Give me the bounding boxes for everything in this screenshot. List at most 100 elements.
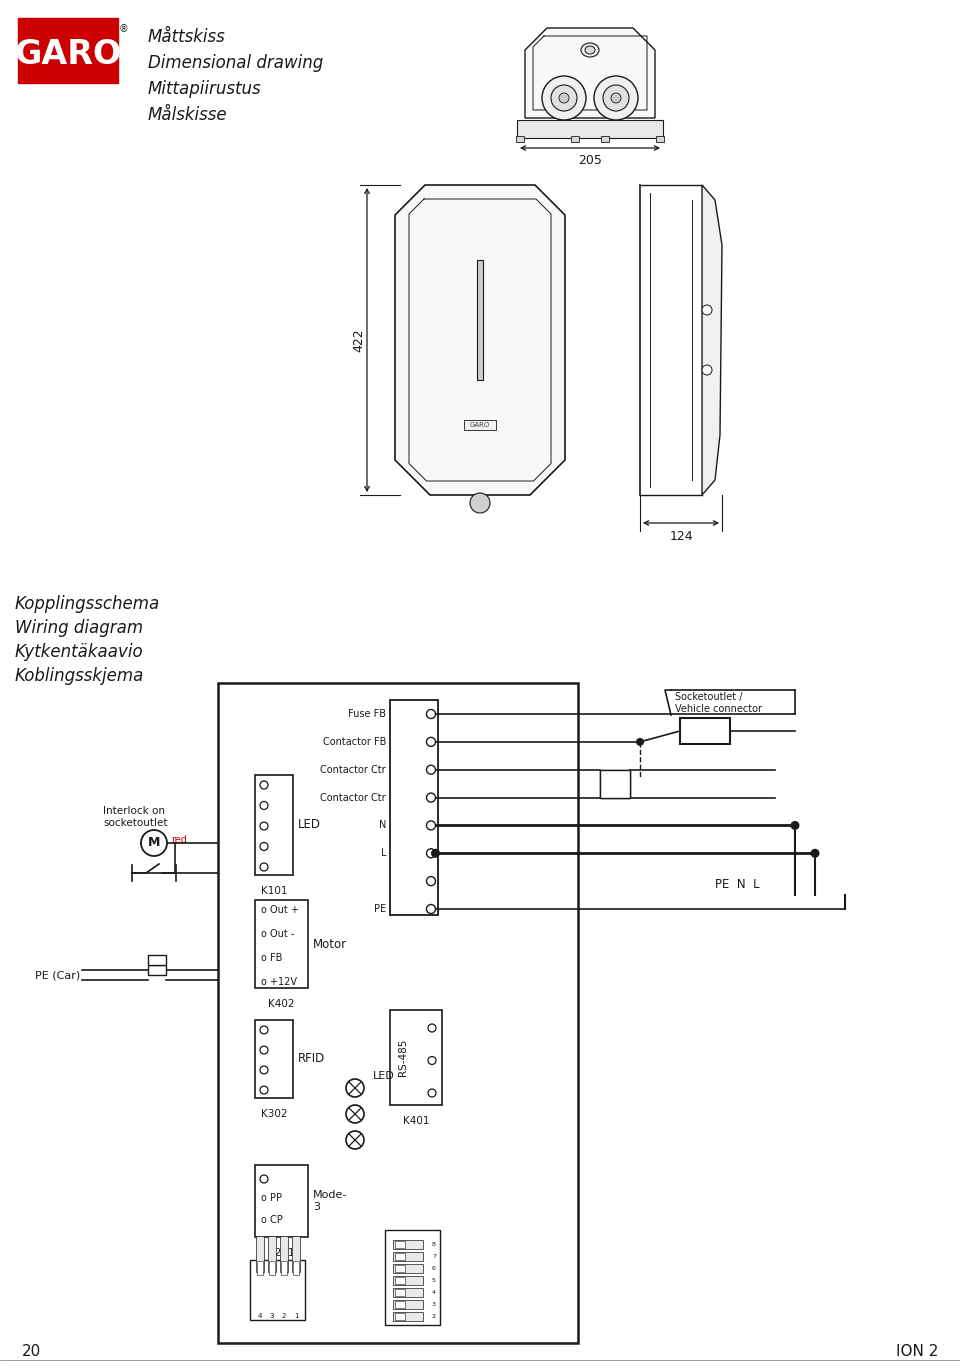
Text: o PP: o PP [261,1194,282,1203]
Text: 20: 20 [22,1345,41,1360]
Text: Mode-
3: Mode- 3 [313,1190,348,1211]
Circle shape [603,85,629,111]
Circle shape [636,738,644,746]
Bar [656,136,664,141]
Bar [517,119,663,139]
Bar [385,1231,440,1325]
Circle shape [346,1078,364,1098]
Text: Mittapiirustus: Mittapiirustus [148,80,262,97]
Text: 124: 124 [669,530,693,542]
Circle shape [260,1026,268,1034]
Text: K302: K302 [261,1109,287,1120]
Text: N: N [378,820,386,830]
Bar [516,136,524,141]
Bar [395,1277,405,1284]
Bar [293,1261,299,1275]
Text: M: M [148,837,160,849]
Circle shape [559,93,569,103]
Bar [268,1236,276,1272]
Bar [281,1261,287,1275]
Ellipse shape [581,43,599,58]
Circle shape [428,1056,436,1065]
Bar [393,1264,423,1273]
Text: 2: 2 [282,1313,286,1318]
Bar [393,1312,423,1321]
Circle shape [426,820,436,830]
Circle shape [611,93,621,103]
Circle shape [426,877,436,886]
Bar [280,1236,288,1272]
Text: 4: 4 [258,1313,262,1318]
Text: PE (Car): PE (Car) [35,970,80,980]
Text: o Out +: o Out + [261,906,299,915]
Text: ION 2: ION 2 [896,1345,938,1360]
Ellipse shape [585,47,595,54]
Circle shape [542,75,586,119]
Text: o +12V: o +12V [261,977,297,986]
Circle shape [790,820,800,830]
Text: GARO: GARO [469,423,491,428]
Text: 422: 422 [352,328,366,351]
Circle shape [551,85,577,111]
Bar [393,1240,423,1249]
Polygon shape [702,185,722,495]
Text: Kopplingsschema: Kopplingsschema [15,595,160,613]
Text: Målskisse: Målskisse [148,106,228,123]
Bar [600,770,630,797]
Bar [680,718,730,744]
Bar [255,900,308,988]
Bar [148,955,166,965]
Circle shape [346,1104,364,1124]
Text: L: L [380,848,386,859]
Circle shape [594,75,638,119]
Circle shape [260,863,268,871]
Text: 3: 3 [270,1313,275,1318]
Text: o Out -: o Out - [261,929,295,938]
Text: LED: LED [373,1072,395,1081]
Circle shape [702,305,712,316]
Circle shape [260,781,268,789]
Text: 8: 8 [432,1243,436,1247]
Bar [148,965,166,975]
Bar [218,683,578,1343]
Circle shape [260,842,268,851]
Bar [393,1253,423,1261]
Circle shape [426,904,436,914]
Text: RCCB: RCCB [689,726,721,735]
Circle shape [426,849,436,858]
Circle shape [428,1089,436,1098]
Text: RS-485: RS-485 [398,1039,408,1076]
Text: 2: 2 [432,1314,436,1320]
Bar [255,1019,293,1098]
Bar [390,700,438,915]
Bar [255,775,293,875]
Text: ®: ® [119,23,129,34]
Circle shape [260,1087,268,1093]
Text: Motor: Motor [313,937,348,951]
Text: Contactor FB: Contactor FB [323,737,386,746]
Bar [250,1259,305,1320]
Bar [395,1253,405,1259]
Circle shape [428,1024,436,1032]
Polygon shape [525,27,655,118]
Circle shape [810,849,820,858]
Circle shape [470,493,490,513]
Text: K402: K402 [268,999,295,1008]
Circle shape [260,1174,268,1183]
Circle shape [426,737,436,746]
Text: RFID: RFID [298,1052,325,1066]
Bar [395,1290,405,1297]
Text: 1: 1 [294,1313,299,1318]
Circle shape [426,766,436,774]
Text: Contactor Ctr: Contactor Ctr [321,764,386,775]
Circle shape [260,822,268,830]
Text: Måttskiss: Måttskiss [148,27,226,47]
Text: 6: 6 [432,1266,436,1272]
Bar [393,1301,423,1309]
Bar [395,1301,405,1308]
Text: Contactor Ctr: Contactor Ctr [321,793,386,803]
Bar [571,136,579,141]
Bar [18,18,118,82]
Text: K201: K201 [268,1249,295,1258]
Bar [292,1236,300,1272]
